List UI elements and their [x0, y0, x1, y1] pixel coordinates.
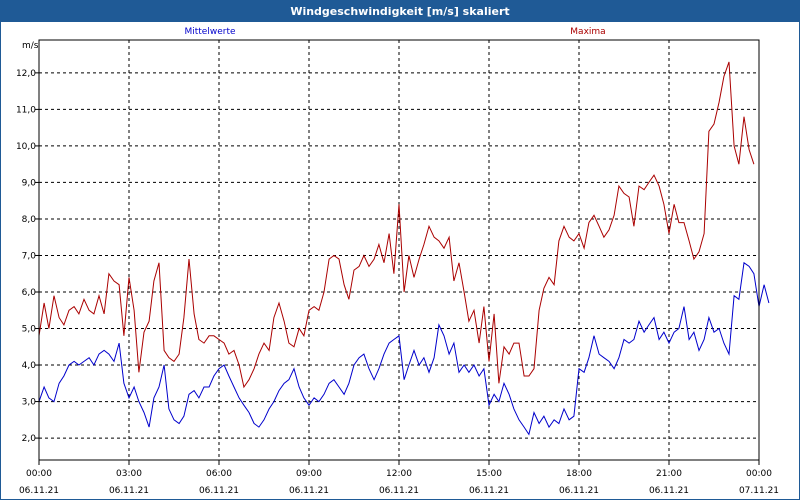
- x-tick-time: 06:00: [206, 469, 232, 479]
- y-tick-label: 6,0: [22, 288, 37, 298]
- y-tick-label: 11,0: [16, 105, 36, 115]
- y-tick-label: 10,0: [16, 142, 36, 152]
- x-tick-date: 06.11.21: [199, 486, 239, 496]
- y-tick-label: 12,0: [16, 69, 36, 79]
- y-tick-label: 5,0: [22, 325, 37, 335]
- x-tick-time: 09:00: [296, 469, 322, 479]
- x-tick-time: 03:00: [116, 469, 142, 479]
- x-tick-date: 06.11.21: [379, 486, 419, 496]
- x-axis-ticks: 00:00 06.11.21 03:00 06.11.21 06:00 06.11.21 0…: [19, 460, 779, 496]
- x-tick-date: 06.11.21: [469, 486, 509, 496]
- x-tick-date: 06.11.21: [19, 486, 59, 496]
- grid-lines: [39, 40, 759, 460]
- series-line-mittelwerte: [38, 261, 770, 436]
- x-tick-time: 21:00: [656, 469, 682, 479]
- x-tick-date: 06.11.21: [649, 486, 689, 496]
- y-tick-label: 8,0: [22, 215, 37, 225]
- x-tick-time: 12:00: [386, 469, 412, 479]
- window-title: Windgeschwindigkeit [m/s] skaliert: [1, 1, 799, 22]
- y-tick-label: 3,0: [22, 398, 37, 408]
- x-tick-time: 18:00: [566, 469, 592, 479]
- x-tick-time: 15:00: [476, 469, 502, 479]
- data-series: [38, 61, 770, 436]
- y-tick-label: 2,0: [22, 434, 37, 444]
- x-tick-time: 00:00: [746, 469, 772, 479]
- x-tick-date: 07.11.21: [739, 486, 779, 496]
- y-tick-label: 9,0: [22, 178, 37, 188]
- x-tick-date: 06.11.21: [559, 486, 599, 496]
- plot-area-border: [38, 39, 760, 461]
- y-tick-label: 7,0: [22, 251, 37, 261]
- x-tick-time: 00:00: [26, 469, 52, 479]
- y-axis-ticks: 2,0 3,0 4,0 5,0 6,0 7,0 8,0 9,0 10,0 11,0 12,0: [16, 69, 39, 444]
- x-tick-date: 06.11.21: [109, 486, 149, 496]
- legend-maxima: Maxima: [570, 27, 605, 37]
- legend-mittelwerte: Mittelwerte: [184, 27, 235, 37]
- y-tick-label: 4,0: [22, 361, 37, 371]
- x-tick-date: 06.11.21: [289, 486, 329, 496]
- series-line-maxima: [38, 61, 755, 389]
- y-axis-unit: m/s: [22, 41, 39, 51]
